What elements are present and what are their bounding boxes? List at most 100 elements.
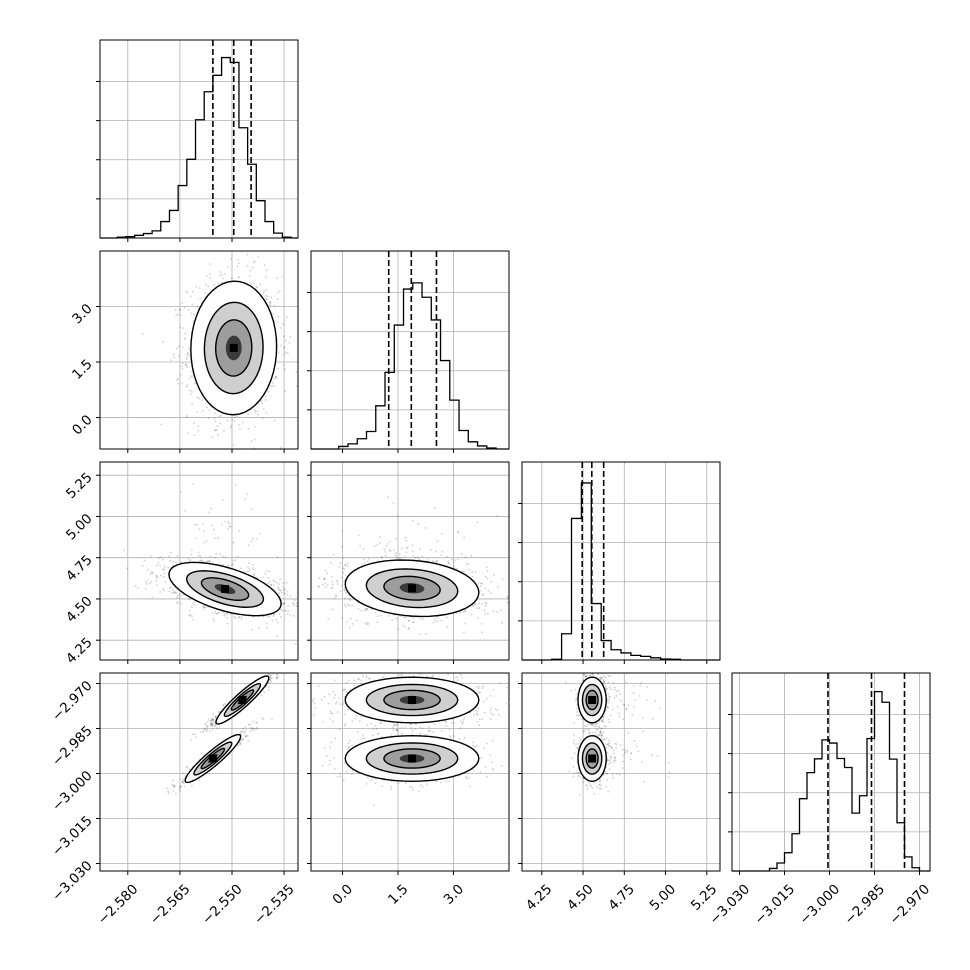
sample-point [216, 612, 219, 615]
sample-point [276, 581, 278, 584]
sample-point [282, 602, 285, 605]
sample-point [268, 304, 271, 307]
sample-point [214, 610, 217, 613]
sample-point [506, 595, 509, 598]
sample-point [343, 603, 346, 606]
sample-point [471, 604, 474, 607]
sample-point [331, 586, 334, 589]
sample-point [263, 264, 266, 266]
sample-point [246, 570, 249, 573]
sample-point [267, 391, 269, 393]
sample-point [222, 564, 225, 566]
sample-point [282, 353, 285, 356]
sample-point [179, 308, 182, 311]
sample-point [342, 571, 345, 574]
sample-point [208, 720, 211, 722]
sample-point [322, 583, 324, 586]
sample-point [316, 609, 318, 611]
sample-point [253, 573, 255, 576]
sample-point [162, 558, 164, 561]
sample-point [211, 611, 214, 614]
sample-point [474, 570, 477, 573]
sample-point [400, 547, 403, 550]
sample-point [273, 377, 276, 380]
sample-point [396, 515, 399, 517]
sample-point [230, 424, 233, 427]
sample-point [177, 601, 179, 604]
sample-point [202, 530, 205, 533]
sample-point [175, 561, 177, 564]
sample-point [500, 609, 503, 612]
sample-point [487, 589, 490, 592]
sample-point [483, 609, 486, 612]
sample-point [256, 286, 259, 289]
sample-point [394, 554, 397, 557]
sample-point [464, 555, 467, 558]
sample-point [411, 519, 414, 522]
sample-point [278, 583, 281, 586]
sample-point [401, 624, 404, 627]
sample-point [209, 263, 212, 266]
sample-point [455, 568, 458, 570]
sample-point [308, 581, 310, 583]
sample-point [480, 622, 483, 625]
sample-point [465, 562, 468, 565]
sample-point [252, 729, 255, 731]
sample-point [270, 674, 273, 676]
sample-point [176, 601, 179, 604]
sample-point [199, 559, 201, 562]
sample-point [184, 332, 187, 335]
sample-point [261, 576, 264, 579]
sample-point [236, 415, 239, 418]
sample-point [365, 607, 367, 610]
sample-point [250, 540, 253, 543]
sample-point [317, 585, 320, 588]
sample-point [175, 314, 178, 317]
sample-point [324, 569, 327, 572]
sample-point [185, 364, 188, 367]
sample-point [158, 557, 161, 560]
sample-point [143, 559, 146, 562]
sample-point [367, 622, 370, 625]
sample-point [277, 367, 279, 370]
sample-point [250, 440, 253, 443]
sample-point [172, 353, 175, 356]
sample-point [275, 377, 278, 379]
sample-point [248, 567, 251, 570]
sample-point [433, 560, 435, 563]
sample-point [289, 614, 292, 616]
sample-point [344, 564, 346, 567]
sample-point [468, 568, 470, 571]
sample-point [272, 584, 275, 586]
sample-point [228, 525, 231, 528]
sample-point [264, 452, 266, 454]
sample-point [253, 568, 255, 571]
sample-point [195, 285, 198, 288]
sample-point [191, 303, 194, 306]
sample-point [281, 275, 284, 278]
sample-point [363, 558, 366, 561]
sample-point [485, 566, 488, 569]
sample-point [239, 428, 241, 431]
sample-point [151, 596, 154, 599]
sample-point [226, 622, 229, 625]
sample-point [265, 289, 267, 291]
sample-point [149, 582, 151, 585]
sample-point [300, 613, 302, 615]
sample-point [181, 780, 184, 783]
sample-point [185, 414, 188, 417]
sample-point [440, 532, 443, 535]
sample-point [484, 604, 487, 607]
sample-point [264, 398, 267, 401]
sample-point [275, 375, 278, 378]
sample-point [192, 313, 195, 316]
sample-point [234, 484, 237, 486]
sample-point [211, 728, 214, 731]
sample-point [435, 561, 438, 563]
sample-point [386, 496, 389, 499]
sample-point [211, 724, 214, 727]
sample-point [286, 613, 289, 616]
sample-point [214, 715, 217, 718]
sample-point [481, 594, 484, 596]
sample-point [231, 563, 234, 566]
